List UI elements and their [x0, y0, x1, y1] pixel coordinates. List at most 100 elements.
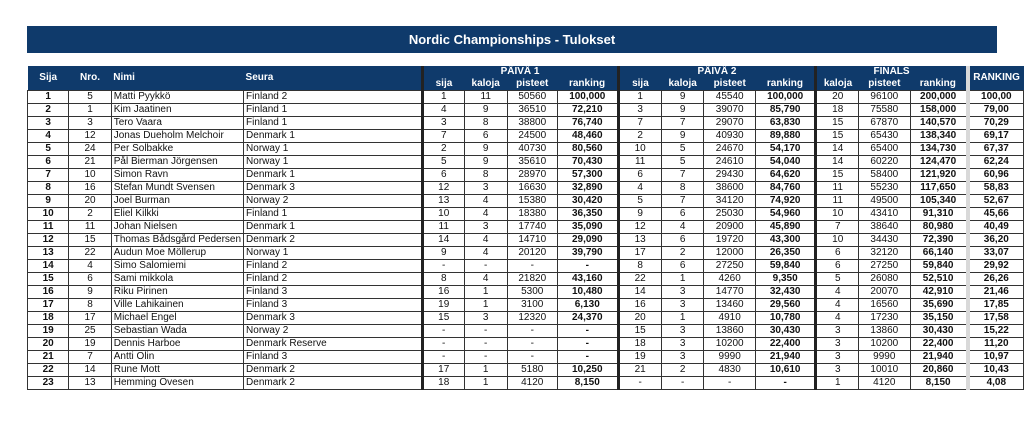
cell-p2-pisteet: 12000 [703, 246, 756, 260]
cell-nimi: Per Solbakke [110, 142, 245, 156]
table-row: 6 21 Pål Bierman Jörgensen Norway 1 5 9 35610 7… [26, 155, 1024, 169]
cell-nro: 4 [68, 259, 112, 273]
cell-nimi: Michael Engel [110, 311, 245, 325]
cell-p1-kaloja: 1 [463, 285, 508, 299]
cell-p2-sija: 15 [616, 324, 662, 338]
cell-finals-kaloja: 11 [814, 181, 860, 195]
cell-nro: 22 [68, 246, 112, 260]
cell-p2-pisteet: 10200 [703, 337, 756, 351]
cell-finals-kaloja: 4 [814, 298, 860, 312]
cell-p1-ranking: - [557, 324, 619, 338]
cell-p2-sija: 1 [616, 90, 662, 104]
cell-p2-ranking: 54,960 [754, 207, 817, 221]
cell-p2-kaloja: 8 [660, 181, 705, 195]
cell-nro: 10 [68, 168, 112, 182]
cell-p1-sija: 11 [420, 220, 465, 234]
cell-finals-pisteet: 67870 [858, 116, 911, 130]
cell-p2-sija: 18 [616, 337, 662, 351]
cell-nro: 8 [68, 298, 112, 312]
cell-sija: 15 [26, 272, 70, 286]
cell-p2-pisteet: 19720 [703, 233, 756, 247]
cell-p1-sija: 5 [420, 155, 465, 169]
cell-sija: 1 [26, 90, 70, 104]
cell-p2-pisteet: 38600 [703, 181, 756, 195]
cell-sija: 5 [26, 142, 70, 156]
cell-p1-ranking: 8,150 [557, 376, 619, 390]
cell-nimi: Joel Burman [110, 194, 245, 208]
header-p2-pisteet: pisteet [703, 78, 756, 91]
cell-p2-pisteet: 20900 [703, 220, 756, 234]
cell-finals-pisteet: 96100 [858, 90, 911, 104]
cell-p2-kaloja: 6 [660, 233, 705, 247]
cell-finals-kaloja: 14 [814, 155, 860, 169]
cell-ranking: 40,49 [965, 220, 1024, 234]
header-paiva2: PÄIVÄ 2 [616, 66, 816, 78]
cell-sija: 7 [26, 168, 70, 182]
header-finals: FINALS [814, 66, 968, 78]
cell-finals-kaloja: 10 [814, 233, 860, 247]
cell-p2-pisteet: 4910 [703, 311, 756, 325]
cell-finals-kaloja: 15 [814, 129, 860, 143]
cell-p1-kaloja: 9 [463, 103, 508, 117]
cell-p2-sija: 22 [616, 272, 662, 286]
cell-finals-pisteet: 4120 [858, 376, 911, 390]
cell-p2-ranking: 85,790 [754, 103, 817, 117]
cell-p2-kaloja: 2 [660, 363, 705, 377]
cell-p1-sija: 17 [420, 363, 465, 377]
cell-nro: 20 [68, 194, 112, 208]
cell-sija: 14 [26, 259, 70, 273]
cell-p2-ranking: 100,000 [754, 90, 817, 104]
cell-p1-pisteet: 5300 [506, 285, 559, 299]
cell-p1-kaloja: - [463, 259, 508, 273]
cell-p2-kaloja: 3 [660, 324, 705, 338]
cell-p2-ranking: 43,300 [754, 233, 817, 247]
cell-p2-kaloja: 4 [660, 220, 705, 234]
cell-finals-ranking: 121,920 [909, 168, 969, 182]
cell-nimi: Dennis Harboe [110, 337, 245, 351]
cell-finals-pisteet: 65400 [858, 142, 911, 156]
cell-seura: Denmark 1 [243, 220, 423, 234]
cell-p2-sija: 13 [616, 233, 662, 247]
cell-p1-pisteet: - [506, 337, 559, 351]
cell-nimi: Eliel Kilkki [110, 207, 245, 221]
cell-ranking: 100,00 [965, 90, 1024, 104]
cell-finals-ranking: 134,730 [909, 142, 969, 156]
table-row: 4 12 Jonas Dueholm Melchoir Denmark 1 7 6 2450… [26, 129, 1024, 143]
cell-p2-pisteet: 34120 [703, 194, 756, 208]
cell-sija: 10 [26, 207, 70, 221]
cell-p1-pisteet: 40730 [506, 142, 559, 156]
cell-seura: Denmark Reserve [243, 337, 423, 351]
cell-p1-ranking: 70,430 [557, 155, 619, 169]
cell-p1-pisteet: 3100 [506, 298, 559, 312]
cell-nimi: Sebastian Wada [110, 324, 245, 338]
cell-ranking: 70,29 [965, 116, 1024, 130]
header-nro: Nro. [68, 66, 112, 91]
cell-p2-pisteet: 29430 [703, 168, 756, 182]
cell-p1-ranking: - [557, 259, 619, 273]
cell-p1-ranking: 30,420 [557, 194, 619, 208]
table-row: 19 25 Sebastian Wada Norway 2- - - -15 3 13860 30… [26, 324, 1024, 338]
cell-p1-kaloja: 3 [463, 220, 508, 234]
cell-ranking: 10,43 [965, 363, 1024, 377]
cell-finals-kaloja: 5 [814, 272, 860, 286]
cell-sija: 16 [26, 285, 70, 299]
cell-seura: Denmark 1 [243, 129, 423, 143]
cell-p1-ranking: 100,000 [557, 90, 619, 104]
cell-finals-kaloja: 4 [814, 311, 860, 325]
cell-p2-pisteet: 13860 [703, 324, 756, 338]
cell-seura: Norway 1 [243, 142, 423, 156]
cell-sija: 23 [26, 376, 70, 390]
header-p1-kaloja: kaloja [464, 78, 507, 91]
cell-p1-pisteet: 14710 [506, 233, 559, 247]
cell-seura: Denmark 3 [243, 311, 423, 325]
cell-finals-pisteet: 16560 [858, 298, 911, 312]
cell-p2-pisteet: - [703, 376, 756, 390]
cell-p2-sija: 17 [616, 246, 662, 260]
cell-p2-pisteet: 40930 [703, 129, 756, 143]
cell-p1-pisteet: 5180 [506, 363, 559, 377]
cell-finals-ranking: 80,980 [909, 220, 969, 234]
cell-ranking: 62,24 [965, 155, 1024, 169]
cell-p1-pisteet: 38800 [506, 116, 559, 130]
cell-p1-pisteet: 17740 [506, 220, 559, 234]
cell-p2-kaloja: 3 [660, 337, 705, 351]
